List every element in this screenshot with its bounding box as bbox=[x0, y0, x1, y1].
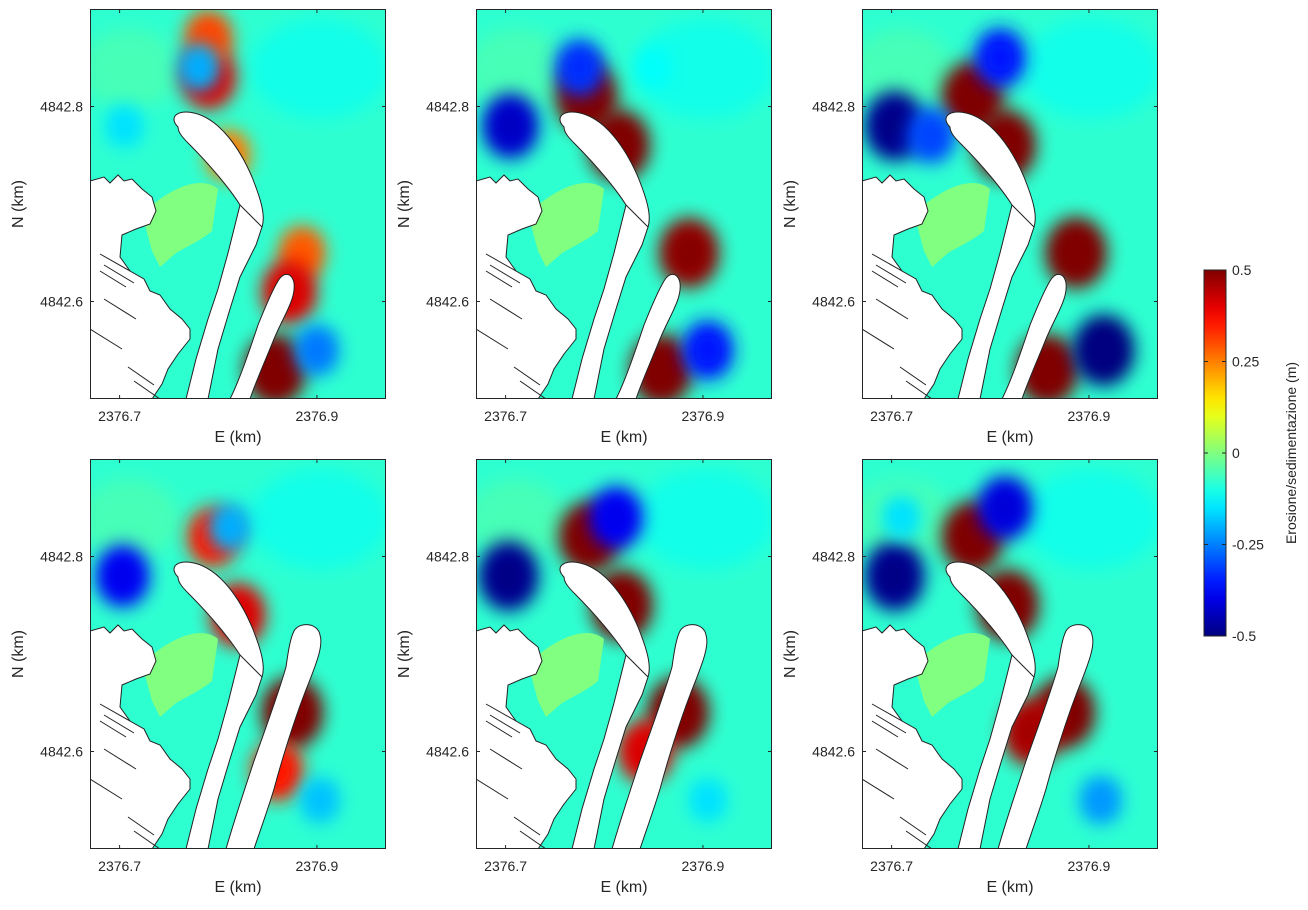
feature-core bbox=[987, 43, 1013, 73]
feature-core bbox=[879, 108, 909, 143]
feature-core bbox=[109, 560, 136, 591]
feature-core bbox=[567, 53, 592, 82]
y-tick-label: 4842.6 bbox=[40, 744, 83, 760]
feature-core bbox=[1088, 332, 1119, 368]
map-panel: 2376.7 2376.9 E (km) 4842.6 4842.8 N (km) bbox=[782, 459, 1162, 896]
y-tick-label: 4842.6 bbox=[40, 294, 83, 310]
feature-core bbox=[674, 235, 704, 270]
map-panel: 2376.7 2376.9 E (km) 4842.6 4842.8 N (km) bbox=[396, 9, 776, 446]
y-axis-label: N (km) bbox=[782, 180, 799, 228]
x-axis-label: E (km) bbox=[600, 429, 647, 446]
x-tick-label: 2376.9 bbox=[296, 408, 339, 424]
x-tick-label: 2376.9 bbox=[682, 858, 725, 874]
y-tick-label: 4842.8 bbox=[812, 549, 855, 565]
panels: 2376.7 2376.9E (km)4842.64842.8N (km)2376… bbox=[10, 9, 1162, 896]
y-tick-label: 4842.8 bbox=[426, 549, 469, 565]
y-tick-label: 4842.8 bbox=[40, 549, 83, 565]
colorbar-label: Erosione/sedimentazione (m) bbox=[1283, 362, 1299, 544]
x-tick-label: 2376.7 bbox=[98, 858, 141, 874]
x-tick-label: 2376.9 bbox=[1068, 408, 1111, 424]
colorbar-tick-label: -0.25 bbox=[1232, 537, 1264, 553]
y-tick-label: 4842.6 bbox=[812, 744, 855, 760]
map-panel: 2376.7 2376.9 E (km) 4842.6 4842.8 N (km) bbox=[10, 9, 390, 446]
feature-core bbox=[188, 56, 209, 80]
y-tick-label: 4842.6 bbox=[812, 294, 855, 310]
feature-core bbox=[991, 492, 1019, 524]
map-panel: 2376.7 2376.9 E (km) 4842.6 4842.8 N (km) bbox=[396, 459, 776, 896]
colorbar-tick-label: -0.5 bbox=[1232, 628, 1256, 644]
feature-core bbox=[220, 515, 241, 539]
y-tick-label: 4842.6 bbox=[426, 294, 469, 310]
x-tick-label: 2376.9 bbox=[296, 858, 339, 874]
feature-core bbox=[603, 502, 630, 533]
feature-core bbox=[645, 57, 663, 78]
y-tick-label: 4842.6 bbox=[426, 744, 469, 760]
map-panel: 2376.7 2376.9 E (km) 4842.6 4842.8 N (km) bbox=[10, 459, 390, 896]
feature-core bbox=[306, 337, 329, 363]
feature-core bbox=[695, 335, 721, 365]
x-tick-label: 2376.9 bbox=[682, 408, 725, 424]
x-axis-label: E (km) bbox=[214, 429, 261, 446]
feature-core bbox=[919, 122, 943, 150]
colorbar-tick-label: 0.25 bbox=[1232, 354, 1259, 370]
x-tick-label: 2376.9 bbox=[1068, 858, 1111, 874]
x-tick-label: 2376.7 bbox=[98, 408, 141, 424]
feature-core bbox=[1090, 788, 1111, 813]
x-axis-label: E (km) bbox=[214, 879, 261, 896]
x-tick-label: 2376.7 bbox=[484, 408, 527, 424]
y-tick-label: 4842.8 bbox=[40, 99, 83, 115]
y-tick-label: 4842.8 bbox=[426, 99, 469, 115]
feature-core bbox=[879, 558, 909, 593]
y-axis-label: N (km) bbox=[396, 630, 413, 678]
x-tick-label: 2376.7 bbox=[870, 858, 913, 874]
feature-core bbox=[493, 558, 523, 593]
feature-core bbox=[1061, 235, 1092, 271]
y-axis-label: N (km) bbox=[396, 180, 413, 228]
feature-core bbox=[115, 115, 134, 137]
feature-core bbox=[892, 507, 911, 529]
colorbar-tick-label: 0.5 bbox=[1232, 262, 1252, 278]
y-axis-label: N (km) bbox=[10, 630, 27, 678]
x-tick-label: 2376.7 bbox=[484, 858, 527, 874]
feature-core bbox=[310, 789, 330, 812]
colorbar-tick-label: 0 bbox=[1232, 445, 1240, 461]
colorbar: 0.5 0.25 0 -0.25 -0.5 Erosione/sedimentazione… bbox=[1204, 262, 1299, 644]
x-axis-label: E (km) bbox=[600, 879, 647, 896]
x-axis-label: E (km) bbox=[986, 429, 1033, 446]
feature-core bbox=[957, 79, 988, 115]
y-axis-label: N (km) bbox=[10, 180, 27, 228]
x-tick-label: 2376.7 bbox=[870, 408, 913, 424]
y-axis-label: N (km) bbox=[782, 630, 799, 678]
map-panel: 2376.7 2376.9 E (km) 4842.6 4842.8 N (km) bbox=[782, 9, 1162, 446]
feature-core bbox=[698, 789, 717, 811]
feature-core bbox=[496, 110, 524, 143]
y-tick-label: 4842.8 bbox=[812, 99, 855, 115]
x-axis-label: E (km) bbox=[986, 879, 1033, 896]
